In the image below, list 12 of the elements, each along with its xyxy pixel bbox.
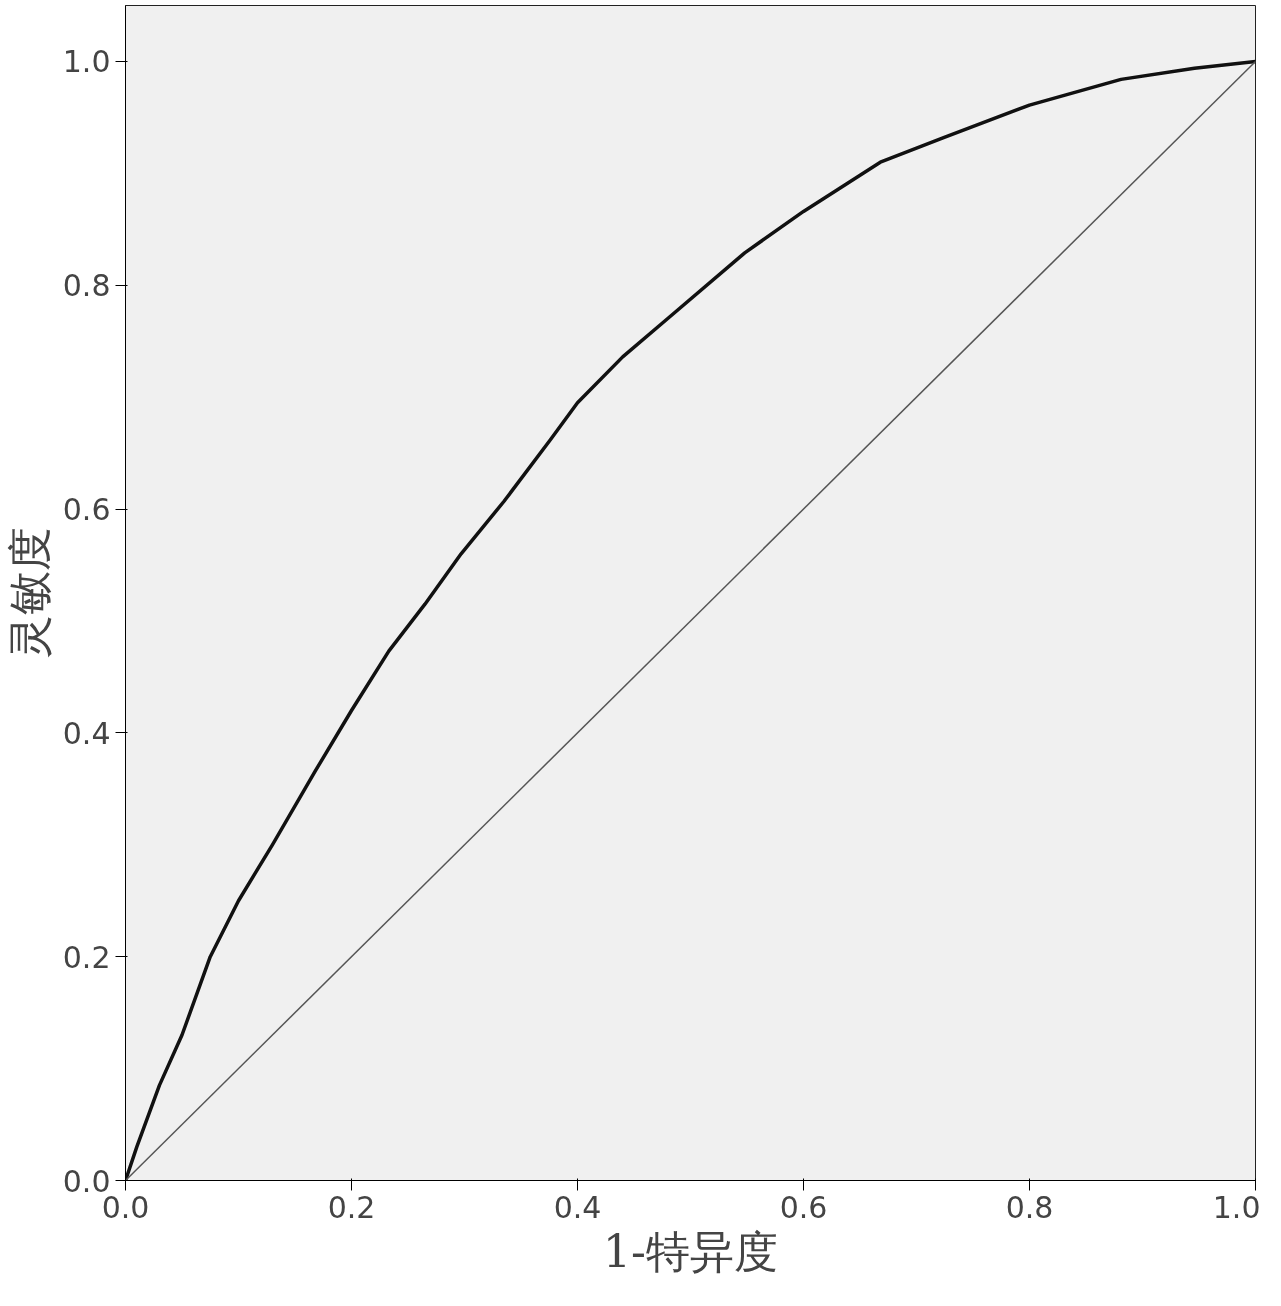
y-tick-label: 0.4 [62, 715, 111, 751]
y-tick-label: 0.8 [62, 268, 111, 304]
x-tick-label: 0.8 [1005, 1189, 1054, 1225]
x-tick-label: 1.0 [1212, 1189, 1261, 1225]
x-tick-label: 0.2 [327, 1189, 376, 1225]
x-tick-label: 0.6 [779, 1189, 828, 1225]
y-axis-title: 灵敏度 [3, 527, 55, 659]
x-tick-label: 0.4 [553, 1189, 602, 1225]
y-tick-label: 0.2 [62, 939, 111, 975]
y-tick-label: 0.6 [62, 492, 111, 528]
x-axis-title: 1-特异度 [603, 1225, 778, 1277]
y-tick-label: 1.0 [62, 44, 111, 80]
